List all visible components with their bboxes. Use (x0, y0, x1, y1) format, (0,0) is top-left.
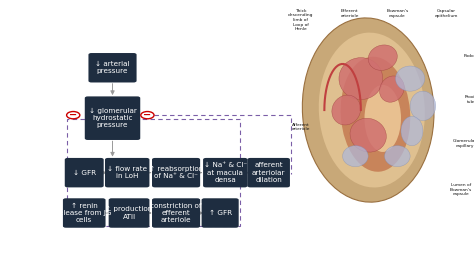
Ellipse shape (302, 18, 434, 202)
Text: Thick
descending
limb of
Loop of
Henle: Thick descending limb of Loop of Henle (288, 9, 313, 31)
Text: Capsular
epithelium: Capsular epithelium (435, 9, 458, 18)
Ellipse shape (410, 91, 436, 121)
FancyBboxPatch shape (63, 198, 106, 228)
FancyBboxPatch shape (247, 158, 290, 187)
Ellipse shape (401, 116, 423, 146)
Text: Podocyte: Podocyte (464, 53, 474, 58)
Bar (66, 119, 240, 226)
FancyBboxPatch shape (65, 158, 104, 187)
Text: ↑ production
ATII: ↑ production ATII (105, 206, 153, 220)
Text: Bowman's
capsule: Bowman's capsule (386, 9, 409, 18)
Text: ↑ reabsorption
of Na⁺ & Cl⁻: ↑ reabsorption of Na⁺ & Cl⁻ (149, 166, 203, 179)
Ellipse shape (365, 85, 401, 152)
Ellipse shape (341, 57, 410, 172)
Text: Efferent
arteriole: Efferent arteriole (341, 9, 359, 18)
Ellipse shape (380, 76, 404, 102)
FancyBboxPatch shape (152, 198, 200, 228)
Text: Lumen of
Bowman's
capsule: Lumen of Bowman's capsule (450, 183, 473, 196)
Ellipse shape (343, 146, 368, 167)
Text: ↓ arterial
pressure: ↓ arterial pressure (95, 61, 130, 74)
FancyBboxPatch shape (109, 198, 149, 228)
Text: Afferent
arteriole: Afferent arteriole (292, 123, 310, 131)
Circle shape (141, 112, 154, 119)
Text: constriction of
efferent
arteriole: constriction of efferent arteriole (150, 203, 202, 223)
Text: ↑ GFR: ↑ GFR (209, 210, 232, 216)
Text: ↓ GFR: ↓ GFR (73, 170, 96, 176)
FancyBboxPatch shape (152, 158, 200, 187)
Text: ↑ renin
release from JG
cells: ↑ renin release from JG cells (56, 203, 112, 223)
Ellipse shape (350, 118, 386, 152)
Text: −: − (143, 110, 152, 120)
Ellipse shape (384, 146, 410, 167)
Text: ↓ Na⁺ & Cl⁻
at macula
densa: ↓ Na⁺ & Cl⁻ at macula densa (204, 162, 247, 183)
Text: −: − (69, 110, 77, 120)
Text: ↓ flow rate
in LoH: ↓ flow rate in LoH (107, 166, 147, 179)
Ellipse shape (319, 32, 425, 188)
FancyBboxPatch shape (89, 53, 137, 83)
FancyBboxPatch shape (105, 158, 149, 187)
Text: ↓ glomerular
hydrostatic
pressure: ↓ glomerular hydrostatic pressure (89, 108, 137, 128)
Text: Proximal
tubule: Proximal tubule (465, 95, 474, 104)
Text: afferent
arteriolar
dilation: afferent arteriolar dilation (252, 162, 285, 183)
Ellipse shape (368, 45, 397, 70)
Ellipse shape (395, 66, 425, 91)
Text: Glomerular
capillary: Glomerular capillary (453, 139, 474, 148)
FancyBboxPatch shape (85, 96, 140, 140)
Circle shape (66, 112, 80, 119)
Ellipse shape (339, 58, 383, 100)
FancyBboxPatch shape (203, 158, 247, 187)
Ellipse shape (332, 95, 361, 125)
FancyBboxPatch shape (201, 198, 239, 228)
